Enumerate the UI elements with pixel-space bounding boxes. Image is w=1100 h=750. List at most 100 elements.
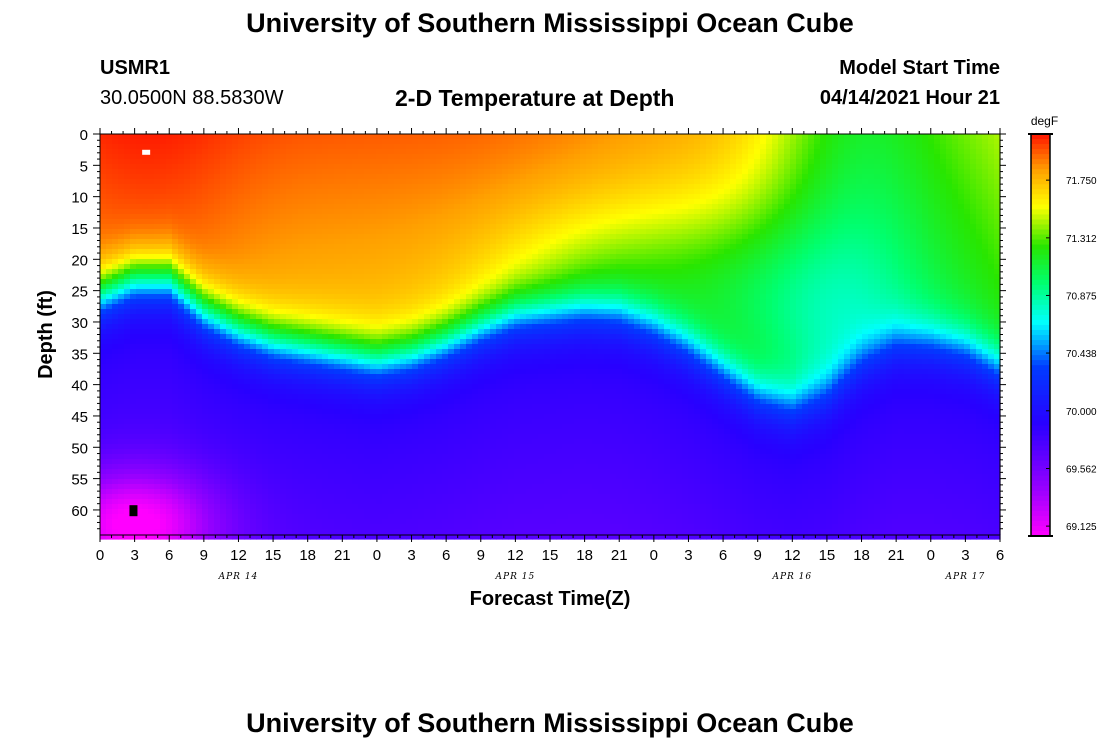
heatmap-cell: [388, 134, 395, 140]
heatmap-cell: [358, 289, 365, 295]
heatmap-cell: [334, 529, 341, 535]
heatmap-cell: [142, 234, 149, 240]
heatmap-cell: [298, 379, 305, 385]
heatmap-cell: [436, 484, 443, 490]
heatmap-cell: [400, 374, 407, 380]
heatmap-cell: [448, 294, 455, 300]
heatmap-cell: [244, 179, 251, 185]
heatmap-cell: [340, 189, 347, 195]
heatmap-cell: [352, 289, 359, 295]
heatmap-cell: [112, 334, 119, 340]
heatmap-cell: [256, 434, 263, 440]
heatmap-cell: [310, 309, 317, 315]
heatmap-cell: [328, 164, 335, 170]
heatmap-cell: [244, 499, 251, 505]
heatmap-cell: [196, 269, 203, 275]
heatmap-cell: [298, 354, 305, 360]
heatmap-cell: [154, 459, 161, 465]
heatmap-cell: [322, 304, 329, 310]
heatmap-cell: [184, 339, 191, 345]
heatmap-cell: [268, 339, 275, 345]
heatmap-cell: [406, 314, 413, 320]
heatmap-cell: [208, 304, 215, 310]
heatmap-cell: [244, 264, 251, 270]
heatmap-cell: [226, 524, 233, 530]
heatmap-cell: [196, 294, 203, 300]
heatmap-cell: [424, 159, 431, 165]
heatmap-cell: [274, 264, 281, 270]
heatmap-cell: [202, 214, 209, 220]
heatmap-cell: [196, 474, 203, 480]
heatmap-cell: [100, 209, 107, 215]
heatmap-cell: [208, 424, 215, 430]
heatmap-cell: [262, 169, 269, 175]
heatmap-cell: [298, 264, 305, 270]
heatmap-cell: [148, 504, 155, 510]
heatmap-cell: [130, 459, 137, 465]
heatmap-cell: [178, 179, 185, 185]
heatmap-cell: [208, 374, 215, 380]
heatmap-cell: [352, 154, 359, 160]
heatmap-cell: [448, 509, 455, 515]
heatmap-cell: [262, 354, 269, 360]
heatmap-cell: [352, 469, 359, 475]
heatmap-cell: [106, 179, 113, 185]
heatmap-cell: [340, 249, 347, 255]
heatmap-cell: [292, 489, 299, 495]
heatmap-cell: [184, 499, 191, 505]
heatmap-cell: [118, 494, 125, 500]
heatmap-cell: [160, 369, 167, 375]
heatmap-cell: [268, 139, 275, 145]
heatmap-cell: [118, 304, 125, 310]
heatmap-cell: [208, 359, 215, 365]
heatmap-cell: [136, 429, 143, 435]
heatmap-cell: [292, 399, 299, 405]
heatmap-cell: [304, 249, 311, 255]
heatmap-cell: [286, 534, 293, 540]
heatmap-cell: [124, 339, 131, 345]
heatmap-cell: [322, 184, 329, 190]
heatmap-cell: [352, 449, 359, 455]
heatmap-cell: [340, 334, 347, 340]
heatmap-cell: [226, 419, 233, 425]
heatmap-cell: [142, 314, 149, 320]
heatmap-cell: [166, 364, 173, 370]
heatmap-cell: [124, 429, 131, 435]
heatmap-cell: [124, 169, 131, 175]
heatmap-cell: [160, 319, 167, 325]
heatmap-cell: [286, 439, 293, 445]
heatmap-cell: [328, 319, 335, 325]
heatmap-cell: [298, 334, 305, 340]
heatmap-cell: [316, 424, 323, 430]
heatmap-cell: [196, 489, 203, 495]
heatmap-cell: [310, 209, 317, 215]
heatmap-cell: [202, 144, 209, 150]
heatmap-cell: [160, 364, 167, 370]
heatmap-cell: [442, 434, 449, 440]
heatmap-cell: [160, 414, 167, 420]
heatmap-cell: [316, 299, 323, 305]
heatmap-cell: [358, 299, 365, 305]
heatmap-cell: [178, 244, 185, 250]
heatmap-cell: [202, 319, 209, 325]
heatmap-cell: [454, 529, 461, 535]
heatmap-cell: [442, 164, 449, 170]
heatmap-cell: [460, 249, 467, 255]
heatmap-cell: [298, 504, 305, 510]
heatmap-cell: [430, 344, 437, 350]
heatmap-cell: [358, 524, 365, 530]
heatmap-cell: [262, 409, 269, 415]
heatmap-cell: [214, 324, 221, 330]
heatmap-cell: [322, 234, 329, 240]
heatmap-cell: [322, 534, 329, 540]
heatmap-cell: [292, 339, 299, 345]
heatmap-cell: [136, 344, 143, 350]
heatmap-cell: [130, 354, 137, 360]
heatmap-cell: [394, 259, 401, 265]
heatmap-cell: [244, 304, 251, 310]
heatmap-cell: [322, 519, 329, 525]
heatmap-cell: [340, 344, 347, 350]
heatmap-cell: [226, 144, 233, 150]
heatmap-cell: [280, 309, 287, 315]
heatmap-cell: [430, 409, 437, 415]
